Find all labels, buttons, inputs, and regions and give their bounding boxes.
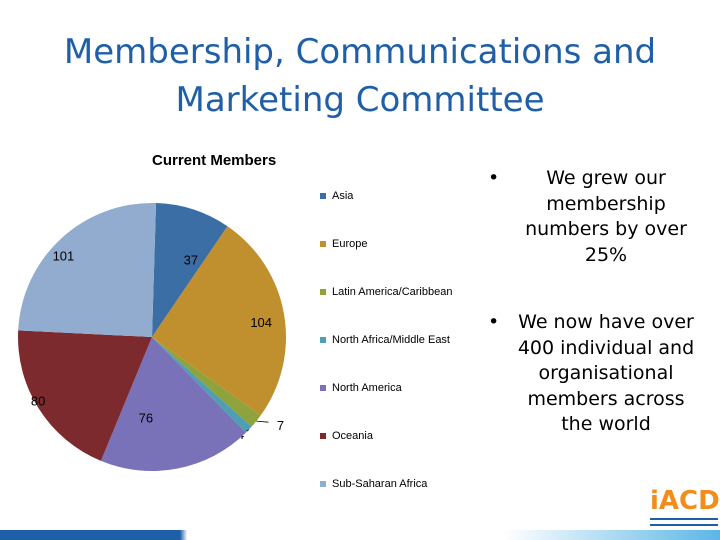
leader-line (256, 420, 269, 423)
legend-label: Oceania (332, 430, 373, 442)
pie-slice-sub-saharan-africa (18, 203, 157, 337)
data-label: 37 (184, 253, 198, 268)
iacd-logo: iACD (650, 486, 720, 532)
legend-item: Latin America/Caribbean (320, 286, 452, 298)
legend-label: Latin America/Caribbean (332, 286, 453, 298)
legend-item: Oceania (320, 430, 373, 442)
pie-slice-europe (152, 226, 286, 416)
data-label: 80 (31, 394, 45, 409)
legend-label: North Africa/Middle East (332, 334, 450, 346)
data-label: 7 (277, 418, 284, 433)
legend-label: Europe (332, 238, 368, 250)
logo-text: iACD (650, 486, 720, 516)
legend-item: North America (320, 382, 402, 394)
slide-title-line-1: Membership, Communications and (63, 32, 657, 72)
legend-swatch (320, 241, 326, 248)
legend-item: Asia (320, 190, 353, 202)
bullet-dot-icon: • (488, 311, 500, 333)
legend-label: North America (332, 382, 402, 394)
bullet-text: We grew our membership numbers by over 2… (525, 167, 687, 266)
bullet-text: We now have over 400 individual and orga… (517, 311, 695, 435)
leader-line (246, 429, 250, 432)
pie-slice-oceania (17, 330, 152, 461)
pie-slice-latin-america-caribbean (152, 337, 261, 427)
legend-item: North Africa/Middle East (320, 334, 450, 346)
data-label: 104 (250, 315, 272, 330)
logo-stripe (650, 524, 718, 526)
pie-chart: 37104747680101 (17, 203, 286, 472)
pie-slice-north-america (100, 337, 246, 472)
pie-slice-north-africa-middle-east (152, 337, 252, 433)
legend-label: Sub-Saharan Africa (332, 478, 428, 490)
pie-slice-asia (152, 203, 228, 337)
logo-stripe (650, 518, 718, 520)
data-label: 101 (53, 248, 75, 263)
legend-swatch (320, 433, 326, 440)
slide-title-line-2: Marketing Committee (175, 80, 545, 120)
legend-label: Asia (332, 190, 354, 202)
legend-item: Sub-Saharan Africa (320, 478, 427, 490)
footer-bar (0, 530, 720, 540)
legend-swatch (320, 193, 326, 200)
chart-title: Current Members (152, 152, 277, 169)
bullet-item: • We now have over 400 individual and or… (488, 310, 698, 438)
slide-title: Membership, Communications and Marketing… (0, 28, 720, 124)
legend-swatch (320, 385, 326, 392)
legend-item: Europe (320, 238, 367, 250)
data-label: 76 (139, 411, 153, 426)
legend-swatch (320, 337, 326, 344)
bullet-item: • We grew our membership numbers by over… (488, 166, 698, 268)
bullet-dot-icon: • (488, 167, 500, 189)
legend-swatch (320, 289, 326, 296)
legend-swatch (320, 481, 326, 488)
